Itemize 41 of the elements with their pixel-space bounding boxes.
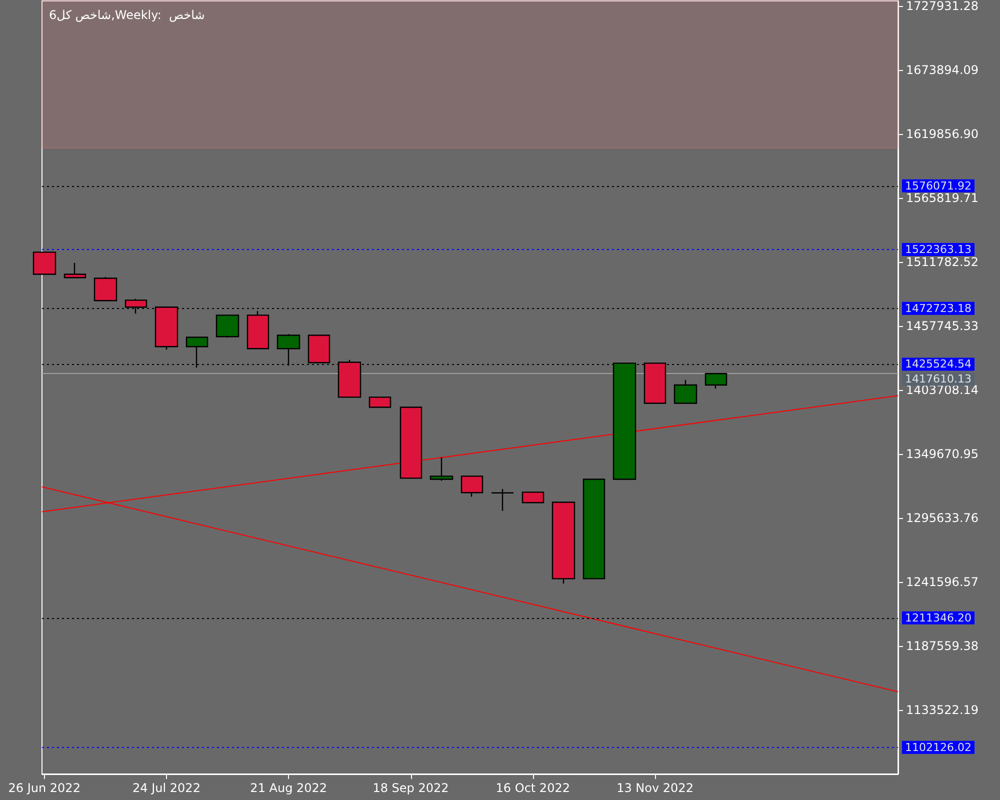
candlestick (368, 396, 392, 408)
ref-line-label: 1211346.20 (905, 611, 972, 624)
candlestick (674, 379, 698, 404)
candlestick (64, 262, 86, 278)
x-tick-label: 18 Sep 2022 (372, 781, 449, 795)
y-tick-label: 1457745.33 (906, 319, 979, 334)
text: شاخص کل6,Weekly: شاخص (49, 8, 205, 22)
ref-line-label: 1102126.02 (905, 740, 972, 754)
ref-line-label: 1522363.13 (905, 243, 972, 256)
candlestick (582, 478, 606, 580)
candlestick (552, 502, 576, 584)
candlestick (522, 492, 544, 504)
candlestick (32, 252, 56, 275)
y-tick-label: 1673894.09 (906, 63, 979, 78)
y-tick-label: 1133522.19 (906, 703, 979, 718)
ref-line-label: 1472723.18 (905, 302, 972, 315)
candlestick (460, 476, 484, 498)
candlestick (400, 406, 422, 479)
candlestick (490, 488, 514, 512)
y-tick-label: 1349670.95 (906, 447, 979, 462)
x-tick-label: 13 Nov 2022 (616, 781, 694, 795)
y-tick-label: 1565819.71 (906, 191, 979, 206)
y-tick-label: 1727931.28 (906, 0, 979, 13)
candlestick (216, 314, 240, 338)
y-tick-label: 1187559.38 (906, 639, 979, 654)
candlestick (704, 372, 728, 390)
y-tick-label: 1241596.57 (906, 575, 979, 590)
x-tick-label: 26 Jun 2022 (8, 781, 80, 795)
x-tick-label: 21 Aug 2022 (250, 781, 328, 795)
candlestick (430, 456, 454, 482)
y-tick-label: 1511782.52 (906, 255, 979, 270)
y-tick-label: 1295633.76 (906, 511, 979, 526)
x-tick-label: 24 Jul 2022 (132, 781, 200, 795)
ref-line-label: 1417610.13 (905, 372, 972, 386)
x-tick-label: 16 Oct 2022 (496, 781, 570, 795)
ref-line-label: 1425524.54 (905, 358, 972, 371)
y-tick-label: 1619856.90 (906, 127, 979, 142)
ref-line-label: 1576071.92 (905, 179, 972, 192)
y-tick-label: 1403708.14 (906, 383, 979, 398)
candlestick (246, 310, 270, 350)
candlestick (94, 276, 118, 302)
